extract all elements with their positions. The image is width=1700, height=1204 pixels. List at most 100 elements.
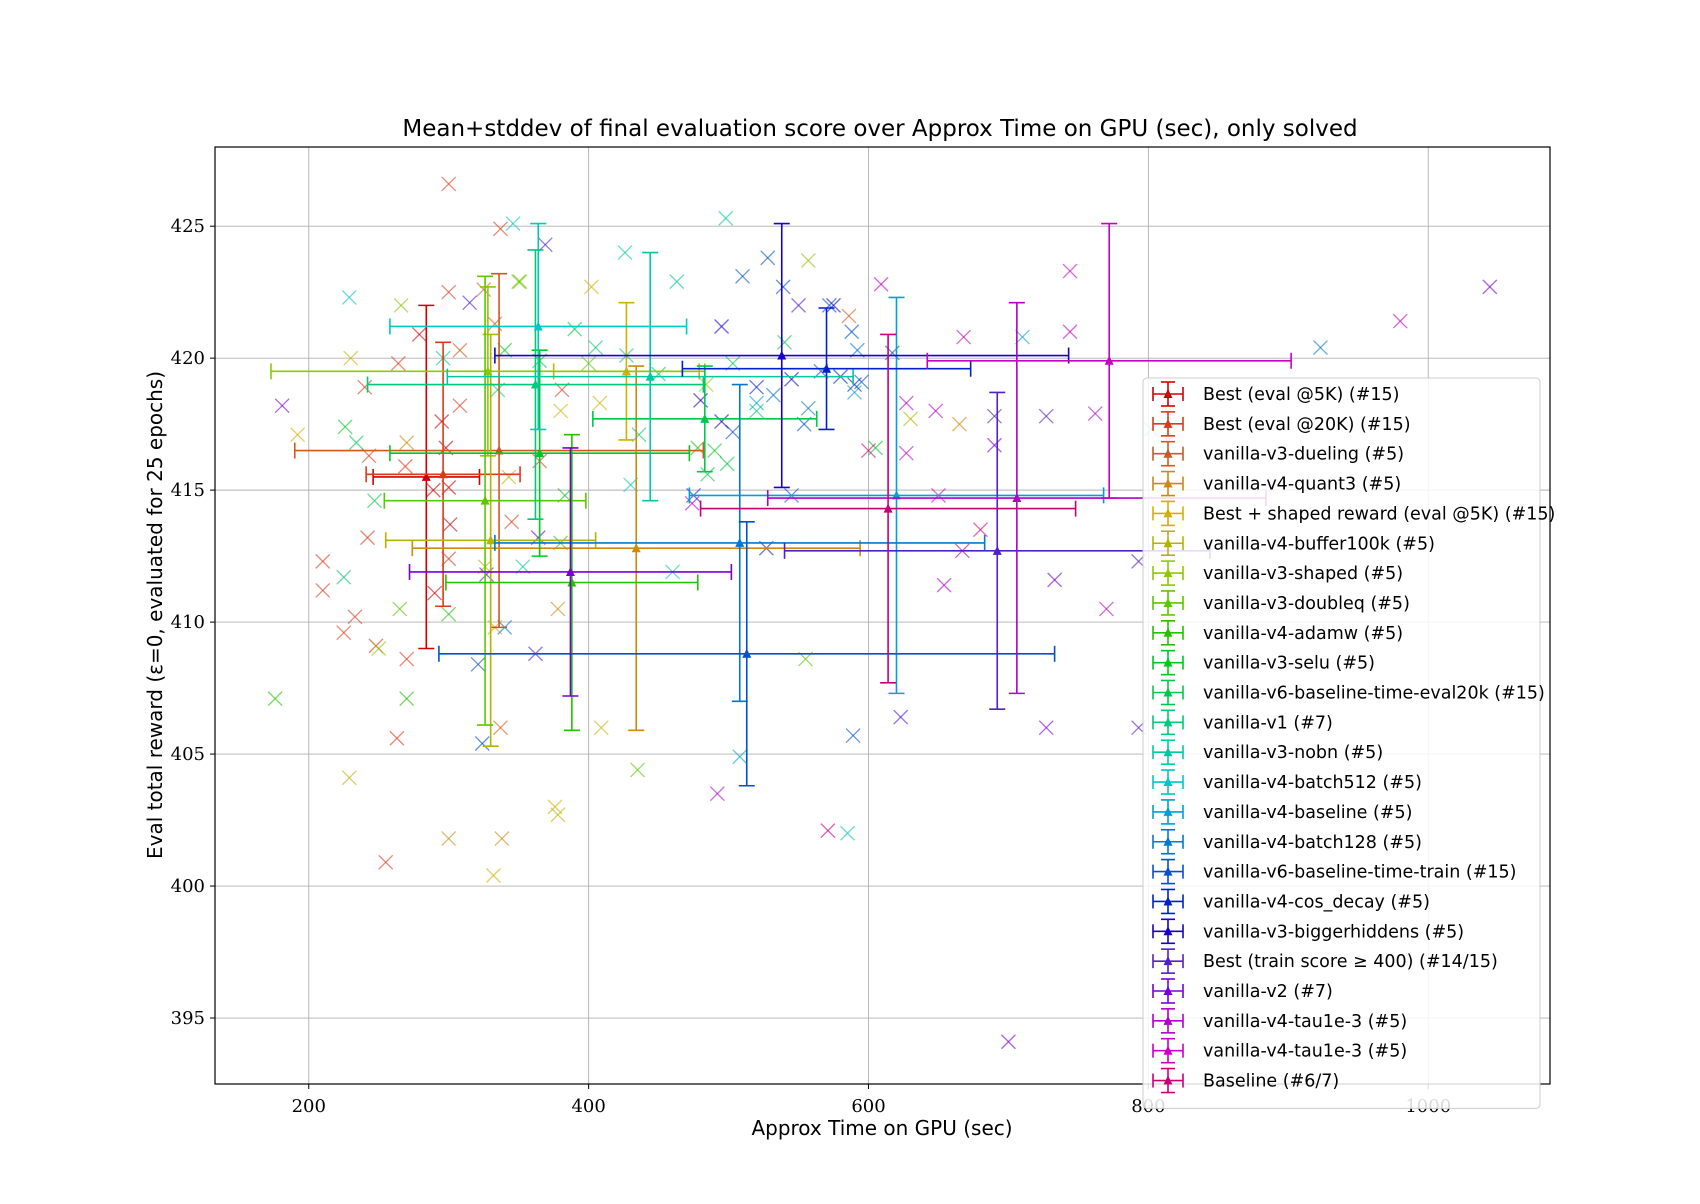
data-point [267,691,283,707]
legend-item: Best (eval @20K) (#15) [1152,411,1411,437]
data-point [898,445,914,461]
legend-label: vanilla-v4-quant3 (#5) [1203,475,1401,495]
legend-label: vanilla-v3-nobn (#5) [1203,743,1383,763]
mean-marker [480,495,490,505]
data-point [397,458,413,474]
data-point [1087,406,1103,422]
legend: Best (eval @5K) (#15) Best (eval @20K) (#… [1142,377,1555,1109]
data-point [952,416,967,432]
data-point [411,326,427,342]
data-point [821,297,837,313]
data-point [393,297,409,313]
data-point [336,625,352,641]
data-point [442,516,458,532]
data-point [820,823,836,839]
data-point [986,408,1002,424]
data-point [553,403,569,419]
legend-item: vanilla-v4-quant3 (#5) [1152,470,1401,497]
data-point [441,176,457,192]
x-axis-title: Approx Time on GPU (sec) [751,1116,1012,1140]
data-point [714,319,730,334]
data-point [765,387,781,403]
data-point [550,807,566,823]
legend-marker [1163,777,1173,787]
data-point [501,469,517,485]
data-point [392,601,408,617]
legend-label: vanilla-v6-baseline-time-eval20k (#15) [1203,684,1545,704]
legend-label: vanilla-v4-batch128 (#5) [1203,833,1422,853]
data-point [1098,601,1114,617]
y-tick-label: 410 [171,612,205,633]
data-point [290,427,306,443]
legend-marker [1163,627,1173,637]
y-tick-label: 415 [171,480,205,501]
data-point [511,274,527,290]
data-point [357,379,373,395]
mean-marker [700,413,710,423]
mean-marker [631,543,641,553]
data-point [348,435,364,451]
data-point [550,601,566,617]
y-tick-label: 405 [171,744,205,765]
legend-item: vanilla-v4-batch512 (#5) [1152,769,1422,795]
data-point [709,786,725,802]
data-point [462,295,478,311]
legend-item: vanilla-v3-nobn (#5) [1152,739,1383,766]
mean-marker [1104,355,1114,365]
legend-label: Baseline (#6/7) [1203,1072,1339,1092]
data-point [493,720,508,736]
mean-marker [645,371,655,381]
mean-marker [533,321,543,331]
data-point [274,398,290,414]
data-point [690,440,706,456]
legend-item: Best + shaped reward (eval @5K) (#15) [1152,500,1555,527]
data-point [719,456,735,472]
data-point [847,385,862,400]
legend-item: vanilla-v4-adamw (#5) [1152,619,1403,646]
data-point [441,480,457,495]
data-point [972,522,988,538]
data-point [956,329,972,345]
legend-marker [1163,747,1173,757]
data-point [826,297,841,313]
legend-marker [1163,657,1173,667]
legend-item: vanilla-v2 (#7) [1152,978,1333,1004]
data-point [800,253,816,268]
y-tick-label: 420 [171,348,205,369]
legend-marker [1163,568,1173,578]
y-axis-title: Eval total reward (ε=0, evaluated for 25… [143,371,167,859]
data-point [791,297,806,313]
legend-marker [1163,836,1173,846]
data-point [1000,1034,1016,1050]
data-point [1047,572,1063,588]
legend-item: vanilla-v3-shaped (#5) [1152,560,1403,586]
data-point [452,342,468,358]
y-tick-label: 425 [171,216,205,237]
data-point [844,324,860,340]
data-point [567,321,583,337]
legend-label: Best (eval @20K) (#15) [1203,415,1411,435]
legend-marker [1163,389,1173,398]
legend-item: Best (eval @5K) (#15) [1152,381,1400,407]
legend-label: vanilla-v4-tau1e-3 (#5) [1203,1042,1407,1062]
data-point [360,530,375,546]
data-point [777,334,793,350]
x-tick-label: 600 [851,1096,885,1117]
data-point [617,245,633,261]
data-point [493,221,508,237]
data-point [1038,408,1054,424]
legend-item: vanilla-v4-batch128 (#5) [1152,828,1422,855]
data-point [390,355,406,371]
legend-label: vanilla-v3-dueling (#5) [1203,445,1404,465]
legend-item: vanilla-v4-baseline (#5) [1152,799,1412,825]
legend-item: vanilla-v4-cos_decay (#5) [1152,888,1430,915]
mean-marker [1012,493,1022,503]
data-point [760,250,776,266]
data-point [732,749,748,765]
legend-item: vanilla-v4-tau1e-3 (#5) [1152,1008,1407,1034]
legend-label: vanilla-v4-cos_decay (#5) [1203,892,1430,912]
data-point [700,466,716,482]
x-tick-label: 200 [292,1096,326,1117]
legend-box [1142,377,1541,1109]
